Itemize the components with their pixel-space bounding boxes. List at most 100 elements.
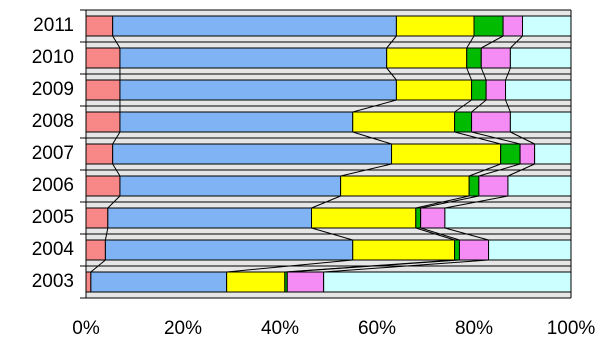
series-line <box>507 163 535 177</box>
series-line <box>311 195 341 209</box>
y-tick-label: 2006 <box>32 175 74 196</box>
series-line <box>352 99 397 113</box>
series-line <box>420 195 479 209</box>
series-line <box>104 227 109 241</box>
series-line <box>323 259 489 273</box>
bar-segment <box>119 79 397 101</box>
series-line <box>112 131 121 145</box>
bar-segment <box>85 207 109 229</box>
series-line <box>444 227 489 241</box>
bar-segment <box>468 175 480 197</box>
bar-segment <box>509 47 572 69</box>
bar-segment <box>119 111 354 133</box>
bar-segment <box>85 111 121 133</box>
bar-segment <box>522 15 572 37</box>
bar-segment <box>466 47 482 69</box>
series-line <box>466 67 473 81</box>
bar-segment <box>226 271 286 293</box>
series-line <box>471 99 487 113</box>
series-line <box>340 163 392 177</box>
bar-segment <box>386 47 468 69</box>
y-tick-label: 2007 <box>32 143 74 164</box>
series-line <box>386 67 397 81</box>
bar-segment <box>488 239 572 261</box>
series-line <box>107 195 121 209</box>
bar-layer <box>85 15 572 293</box>
bar-segment <box>500 143 521 165</box>
axis-layer <box>80 9 572 299</box>
bar-segment <box>90 271 228 293</box>
series-line <box>481 35 504 49</box>
label-layer: 2011 2010 2009 2008 2007 2006 2005 2004 2003 0% 20… <box>32 15 596 339</box>
series-line <box>226 259 353 273</box>
y-tick-label: 2003 <box>32 271 74 292</box>
series-line <box>471 131 521 145</box>
series-line <box>510 131 535 145</box>
bar-segment <box>85 239 106 261</box>
bar-segment <box>104 239 354 261</box>
bar-segment <box>85 47 121 69</box>
bar-segment <box>311 207 417 229</box>
bar-segment <box>286 271 325 293</box>
bar-segment <box>505 79 572 101</box>
bar-segment <box>323 271 572 293</box>
x-tick-label: 40% <box>261 318 299 339</box>
y-tick-label: 2009 <box>32 79 74 100</box>
bar-segment <box>119 47 388 69</box>
x-tick-label: 60% <box>358 318 396 339</box>
y-tick-label: 2004 <box>32 239 75 260</box>
series-line <box>466 35 475 49</box>
x-tick-label: 100% <box>547 318 596 339</box>
bar-segment <box>519 143 536 165</box>
series-line <box>415 195 470 209</box>
series-line <box>454 99 472 113</box>
bar-segment <box>458 239 490 261</box>
bar-segment <box>85 79 121 101</box>
series-line <box>480 67 487 81</box>
series-line <box>444 195 509 209</box>
bar-segment <box>112 15 397 37</box>
series-line <box>287 259 460 273</box>
bar-segment <box>85 143 114 165</box>
x-tick-label: 0% <box>72 318 100 339</box>
series-line <box>415 227 455 241</box>
bar-segment <box>480 47 511 69</box>
bar-segment <box>454 239 460 261</box>
bar-segment <box>85 271 92 293</box>
y-tick-label: 2005 <box>32 207 74 228</box>
series-line <box>468 163 501 177</box>
series-line <box>505 99 511 113</box>
bar-segment <box>444 207 572 229</box>
series-line <box>454 131 501 145</box>
bar-segment <box>395 15 475 37</box>
series-line <box>311 227 353 241</box>
bar-segment <box>85 175 121 197</box>
series-line-layer <box>90 35 535 273</box>
bar-segment <box>415 207 422 229</box>
x-tick-label: 80% <box>455 318 493 339</box>
bar-segment <box>391 143 502 165</box>
bar-segment <box>340 175 470 197</box>
series-line <box>420 227 460 241</box>
bar-segment <box>471 79 487 101</box>
series-line <box>478 163 521 177</box>
bar-segment <box>507 175 572 197</box>
bar-segment <box>119 175 342 197</box>
bar-segment <box>352 239 456 261</box>
series-line <box>510 35 523 49</box>
bar-segment <box>502 15 524 37</box>
bar-segment <box>107 207 313 229</box>
bar-segment <box>478 175 509 197</box>
bar-segment <box>420 207 446 229</box>
x-tick-label: 20% <box>164 318 202 339</box>
y-tick-label: 2008 <box>32 111 74 132</box>
bar-segment <box>352 111 456 133</box>
bar-segment <box>471 111 511 133</box>
bar-segment <box>485 79 507 101</box>
bar-segment <box>509 111 572 133</box>
bar-segment <box>395 79 473 101</box>
bar-segment <box>454 111 473 133</box>
series-line <box>112 163 121 177</box>
